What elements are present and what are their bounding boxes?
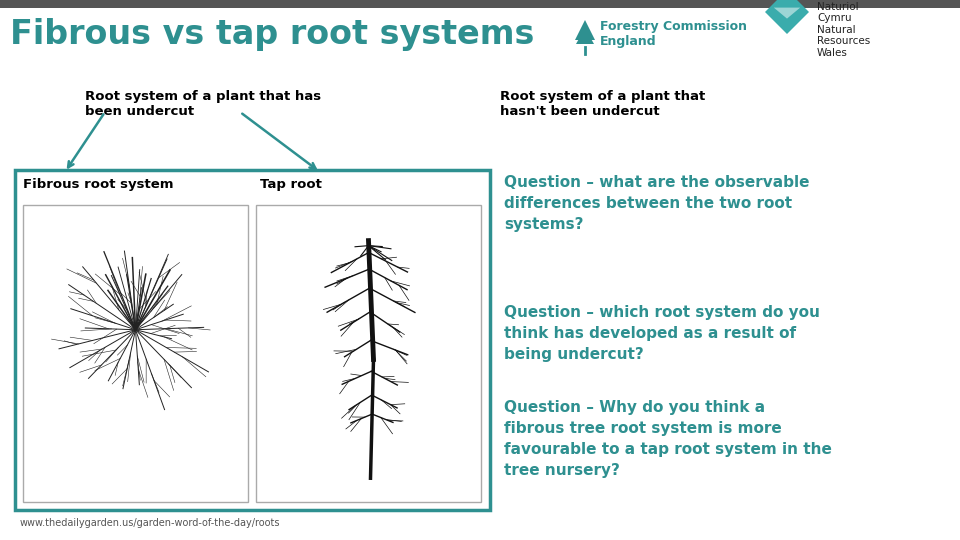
- Text: Root system of a plant that has
been undercut: Root system of a plant that has been und…: [85, 90, 322, 118]
- Bar: [23, 205, 248, 502]
- Text: www.thedailygarden.us/garden-word-of-the-day/roots: www.thedailygarden.us/garden-word-of-the…: [20, 518, 280, 528]
- Text: Forestry Commission
England: Forestry Commission England: [600, 20, 747, 48]
- Polygon shape: [576, 28, 594, 44]
- Text: Root system of a plant that
hasn't been undercut: Root system of a plant that hasn't been …: [500, 90, 706, 118]
- Text: Fibrous vs tap root systems: Fibrous vs tap root systems: [10, 18, 535, 51]
- Polygon shape: [575, 20, 595, 40]
- Text: Question – Why do you think a
fibrous tree root system is more
favourable to a t: Question – Why do you think a fibrous tr…: [504, 400, 832, 478]
- Bar: [256, 205, 481, 502]
- Text: Question – which root system do you
think has developed as a result of
being und: Question – which root system do you thin…: [504, 305, 820, 362]
- Bar: [15, 170, 490, 510]
- Text: Question – what are the observable
differences between the two root
systems?: Question – what are the observable diffe…: [504, 175, 809, 232]
- Bar: [0, 0, 960, 8]
- Polygon shape: [774, 8, 801, 18]
- Text: Cyfoeth
Naturiol
Cymru
Natural
Resources
Wales: Cyfoeth Naturiol Cymru Natural Resources…: [817, 0, 871, 58]
- Text: Fibrous root system: Fibrous root system: [23, 178, 174, 191]
- Polygon shape: [765, 0, 809, 34]
- Text: Tap root: Tap root: [260, 178, 322, 191]
